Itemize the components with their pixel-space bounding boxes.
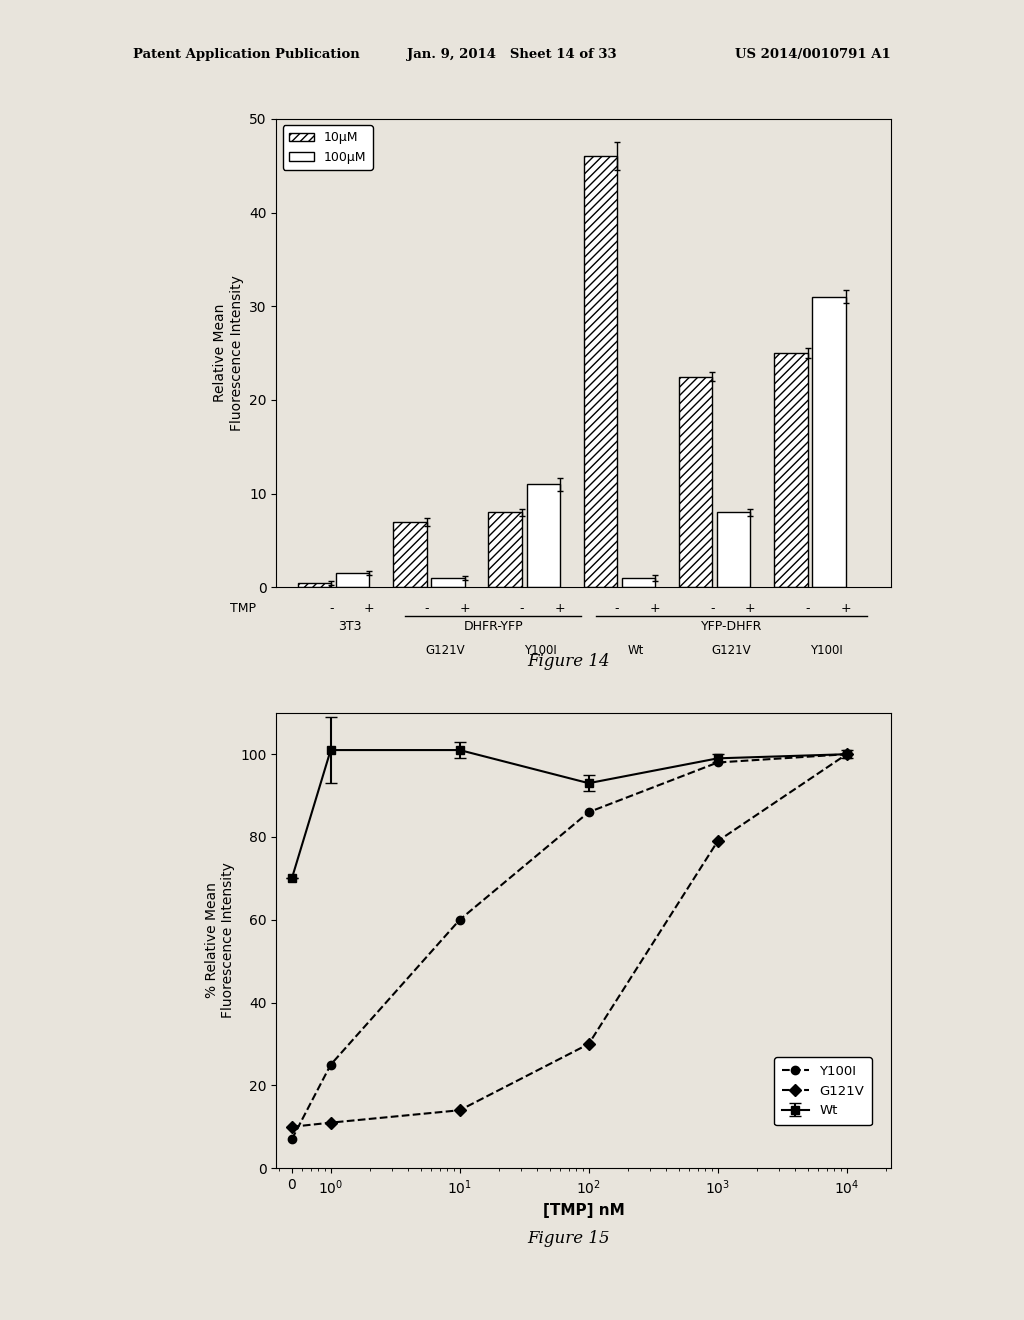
X-axis label: [TMP] nM: [TMP] nM xyxy=(543,1204,625,1218)
Bar xyxy=(584,156,617,587)
Y100I xyxy=(712,755,724,771)
Text: Y100I: Y100I xyxy=(810,644,843,657)
Bar xyxy=(298,582,331,587)
Text: G121V: G121V xyxy=(426,644,465,657)
G121V xyxy=(325,1114,337,1130)
G121V xyxy=(286,1119,298,1135)
Y100I xyxy=(583,804,595,820)
Text: -: - xyxy=(519,602,524,615)
Y100I xyxy=(454,912,466,928)
Line: Y100I: Y100I xyxy=(288,750,851,1143)
Text: -: - xyxy=(424,602,429,615)
Bar xyxy=(812,297,846,587)
Text: Figure 14: Figure 14 xyxy=(527,653,609,671)
Text: Y100I: Y100I xyxy=(524,644,557,657)
Y-axis label: % Relative Mean
Fluorescence Intensity: % Relative Mean Fluorescence Intensity xyxy=(205,862,234,1019)
Bar xyxy=(526,484,560,587)
Text: Wt: Wt xyxy=(628,644,644,657)
Text: -: - xyxy=(710,602,715,615)
Text: US 2014/0010791 A1: US 2014/0010791 A1 xyxy=(735,48,891,61)
Text: +: + xyxy=(365,602,375,615)
Text: Patent Application Publication: Patent Application Publication xyxy=(133,48,359,61)
Text: +: + xyxy=(650,602,660,615)
G121V xyxy=(712,833,724,849)
Text: +: + xyxy=(841,602,851,615)
Legend: Y100I, G121V, Wt: Y100I, G121V, Wt xyxy=(774,1057,872,1125)
Text: +: + xyxy=(460,602,470,615)
Text: +: + xyxy=(555,602,565,615)
Text: TMP: TMP xyxy=(230,602,256,615)
Text: -: - xyxy=(805,602,810,615)
Text: -: - xyxy=(329,602,334,615)
Text: +: + xyxy=(745,602,756,615)
Y-axis label: Relative Mean
Fluorescence Intensity: Relative Mean Fluorescence Intensity xyxy=(213,275,244,432)
Bar xyxy=(679,376,713,587)
Text: Jan. 9, 2014   Sheet 14 of 33: Jan. 9, 2014 Sheet 14 of 33 xyxy=(408,48,616,61)
Bar xyxy=(622,578,655,587)
Text: G121V: G121V xyxy=(712,644,752,657)
Text: DHFR-YFP: DHFR-YFP xyxy=(464,620,523,634)
Y100I xyxy=(286,1131,298,1147)
Y100I xyxy=(841,746,853,762)
Bar xyxy=(717,512,751,587)
Bar xyxy=(488,512,522,587)
Text: Figure 15: Figure 15 xyxy=(527,1230,609,1247)
Bar xyxy=(774,352,808,587)
G121V xyxy=(583,1036,595,1052)
Y100I xyxy=(325,1057,337,1073)
Bar xyxy=(431,578,465,587)
Legend: 10μM, 100μM: 10μM, 100μM xyxy=(283,125,373,170)
Bar xyxy=(393,521,427,587)
Text: 3T3: 3T3 xyxy=(339,620,362,634)
G121V xyxy=(454,1102,466,1118)
Bar xyxy=(336,573,370,587)
G121V xyxy=(841,746,853,762)
Line: G121V: G121V xyxy=(288,750,851,1131)
Text: YFP-DHFR: YFP-DHFR xyxy=(700,620,762,634)
Text: -: - xyxy=(614,602,620,615)
